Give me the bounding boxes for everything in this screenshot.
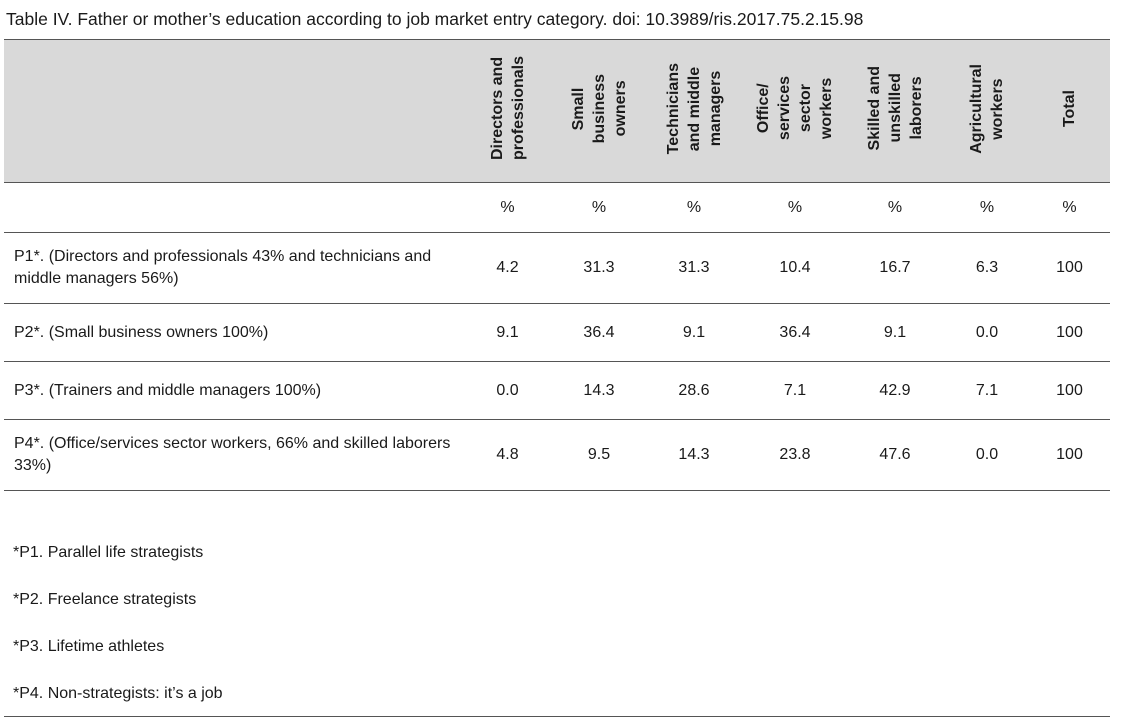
- unit-cell: %: [745, 182, 845, 233]
- row-label: P2*. (Small business owners 100%): [4, 303, 460, 362]
- row-label: P4*. (Office/services sector workers, 66…: [4, 419, 460, 491]
- table-cell: 100: [1029, 419, 1110, 491]
- table-row: P2*. (Small business owners 100%) 9.1 36…: [4, 303, 1110, 362]
- table-cell: 7.1: [745, 361, 845, 420]
- column-header: Total: [1029, 39, 1110, 183]
- table-row: P1*. (Directors and professionals 43% an…: [4, 232, 1110, 304]
- table-cell: 0.0: [945, 419, 1029, 491]
- column-header: Small business owners: [555, 39, 643, 183]
- footnote: *P4. Non-strategists: it’s a job: [13, 685, 223, 702]
- header-empty-cell: [4, 39, 460, 183]
- unit-empty-cell: [4, 182, 460, 233]
- table-cell: 9.1: [460, 303, 555, 362]
- footnote: *P3. Lifetime athletes: [13, 638, 165, 655]
- table-cell: 9.5: [555, 419, 643, 491]
- table-cell: 100: [1029, 232, 1110, 304]
- education-table: Directors and professionals Small busine…: [4, 39, 1110, 491]
- table-cell: 7.1: [945, 361, 1029, 420]
- table-cell: 36.4: [555, 303, 643, 362]
- table-row: P3*. (Trainers and middle managers 100%)…: [4, 361, 1110, 420]
- table-cell: 100: [1029, 361, 1110, 420]
- unit-cell: %: [845, 182, 945, 233]
- table-cell: 36.4: [745, 303, 845, 362]
- unit-row: % % % % % % %: [4, 182, 1110, 233]
- row-label: P1*. (Directors and professionals 43% an…: [4, 232, 460, 304]
- footnote: *P2. Freelance strategists: [13, 591, 197, 608]
- table-cell: 6.3: [945, 232, 1029, 304]
- table-cell: 4.8: [460, 419, 555, 491]
- table-cell: 0.0: [460, 361, 555, 420]
- table-caption: Table IV. Father or mother’s education a…: [6, 9, 864, 29]
- table-cell: 28.6: [643, 361, 745, 420]
- table-cell: 4.2: [460, 232, 555, 304]
- unit-cell: %: [460, 182, 555, 233]
- header-row: Directors and professionals Small busine…: [4, 39, 1110, 183]
- footnotes: *P1. Parallel life strategists *P2. Free…: [13, 530, 223, 718]
- table-cell: 23.8: [745, 419, 845, 491]
- bottom-rule: [4, 716, 1110, 717]
- unit-cell: %: [555, 182, 643, 233]
- table-cell: 16.7: [845, 232, 945, 304]
- unit-cell: %: [1029, 182, 1110, 233]
- table-cell: 47.6: [845, 419, 945, 491]
- table-cell: 9.1: [845, 303, 945, 362]
- unit-cell: %: [643, 182, 745, 233]
- footnote: *P1. Parallel life strategists: [13, 544, 204, 561]
- table-cell: 9.1: [643, 303, 745, 362]
- table-cell: 31.3: [643, 232, 745, 304]
- column-header: Directors and professionals: [460, 39, 555, 183]
- table-cell: 31.3: [555, 232, 643, 304]
- table-cell: 14.3: [643, 419, 745, 491]
- row-label: P3*. (Trainers and middle managers 100%): [4, 361, 460, 420]
- unit-cell: %: [945, 182, 1029, 233]
- column-header: Agricultural workers: [945, 39, 1029, 183]
- table-cell: 42.9: [845, 361, 945, 420]
- table-container: Directors and professionals Small busine…: [4, 39, 1110, 491]
- table-cell: 0.0: [945, 303, 1029, 362]
- table-row: P4*. (Office/services sector workers, 66…: [4, 419, 1110, 491]
- table-cell: 14.3: [555, 361, 643, 420]
- table-cell: 100: [1029, 303, 1110, 362]
- column-header: Skilled and unskilled laborers: [845, 39, 945, 183]
- column-header: Technicians and middle managers: [643, 39, 745, 183]
- table-cell: 10.4: [745, 232, 845, 304]
- column-header: Office/ services sector workers: [745, 39, 845, 183]
